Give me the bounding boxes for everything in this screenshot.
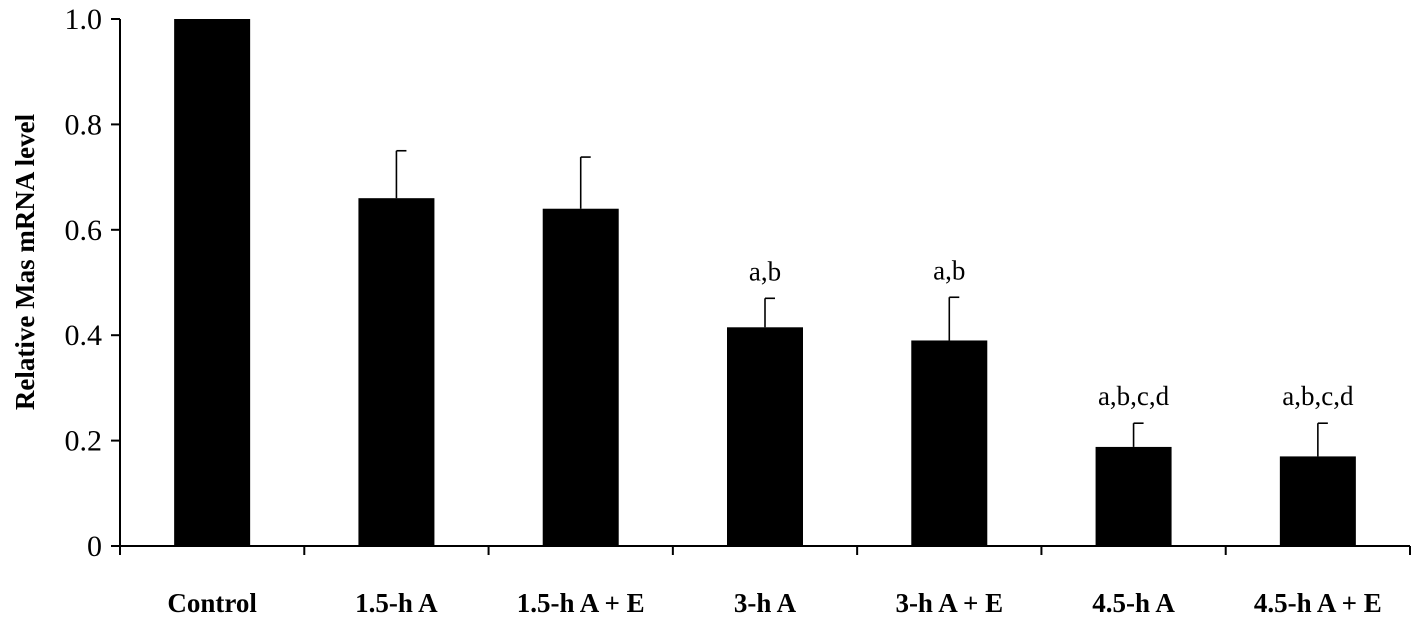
significance-label: a,b xyxy=(749,256,781,286)
significance-label: a,b,c,d xyxy=(1098,381,1170,411)
x-tick-label: 4.5-h A xyxy=(1092,588,1175,618)
x-tick-label: 3-h A xyxy=(734,588,797,618)
y-tick-label: 1.0 xyxy=(65,3,103,36)
y-tick-labels: 0 0.2 0.4 0.6 0.8 1.0 xyxy=(65,3,103,563)
bar xyxy=(174,19,251,546)
y-tick-label: 0.8 xyxy=(65,108,103,141)
bar xyxy=(542,208,619,546)
error-bars xyxy=(395,149,1328,457)
y-tick-label: 0.4 xyxy=(65,319,103,352)
bar xyxy=(358,198,435,546)
bar xyxy=(1095,446,1172,546)
bar xyxy=(911,340,988,546)
bar xyxy=(727,327,803,546)
significance-label: a,b,c,d xyxy=(1282,381,1354,411)
x-tick-label: 1.5-h A xyxy=(355,588,438,618)
x-tick-label: 3-h A + E xyxy=(895,588,1003,618)
y-axis-label: Relative Mas mRNA level xyxy=(10,113,40,410)
x-tick-labels: Control 1.5-h A 1.5-h A + E 3-h A 3-h A + E 4… xyxy=(167,588,1381,618)
y-tick-label: 0 xyxy=(87,530,102,563)
x-tick-label: 4.5-h A + E xyxy=(1254,588,1382,618)
significance-annotations: a,b a,b a,b,c,d a,b,c,d xyxy=(749,255,1354,411)
y-tick-label: 0.2 xyxy=(65,425,103,458)
x-tick-label: Control xyxy=(167,588,257,618)
bars xyxy=(174,19,1356,546)
significance-label: a,b xyxy=(933,255,965,285)
y-tick-label: 0.6 xyxy=(65,214,103,247)
x-tick-label: 1.5-h A + E xyxy=(517,588,645,618)
bar xyxy=(1279,456,1356,546)
